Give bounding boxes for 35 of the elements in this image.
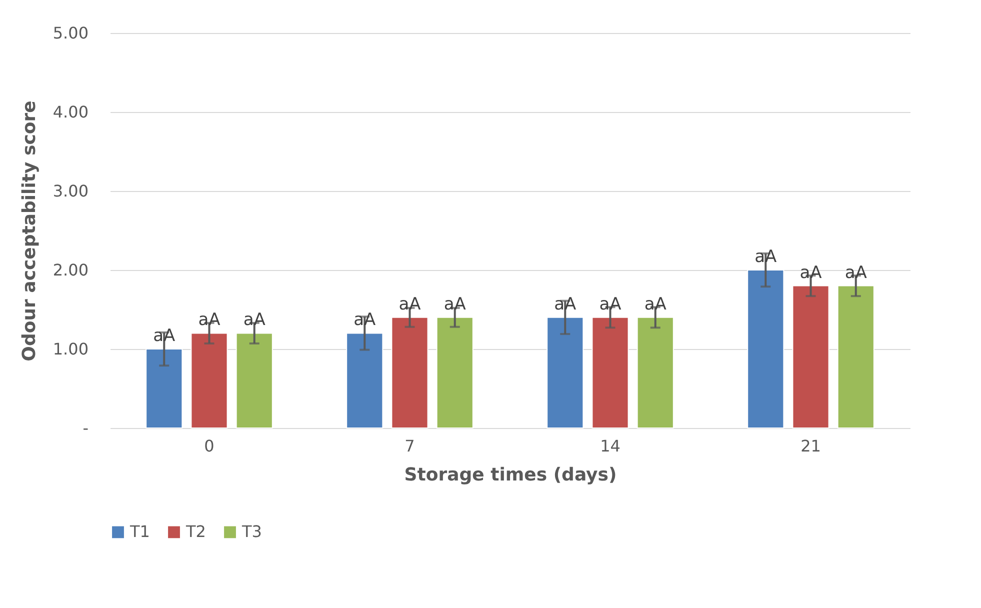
data-label: aA (198, 310, 221, 330)
data-label: aA (444, 294, 466, 314)
bar (747, 270, 784, 428)
y-tick-label: 4.00 (52, 102, 88, 122)
data-label: aA (844, 262, 868, 283)
data-label: aA (800, 262, 822, 283)
x-tick-label: 7 (404, 436, 415, 456)
legend-label: T3 (241, 522, 262, 542)
data-label: aA (398, 294, 422, 314)
bar (837, 285, 874, 428)
y-tick-label: 3.00 (52, 182, 88, 200)
bar (436, 316, 474, 428)
bar (592, 316, 629, 428)
bar (346, 332, 384, 428)
y-tick-label: 2.00 (52, 260, 88, 280)
bar (146, 348, 183, 428)
y-tick-label: 5.00 (52, 24, 88, 42)
x-tick-label: 0 (204, 436, 214, 456)
x-tick-label: 14 (600, 436, 620, 456)
bar (236, 332, 273, 428)
data-label: aA (644, 294, 667, 314)
bar (636, 316, 674, 428)
legend-label: T1 (129, 522, 150, 542)
y-axis-title: Odour acceptability score (18, 100, 40, 362)
bar (792, 285, 830, 428)
legend-label: T2 (185, 522, 206, 542)
x-tick-label: 21 (800, 436, 821, 456)
x-axis-title: Storage times (days) (404, 464, 617, 486)
y-tick-label: - (82, 418, 88, 438)
y-tick-label: 1.00 (52, 340, 88, 358)
bar (546, 316, 584, 428)
data-label: aA (599, 294, 622, 314)
bar (391, 316, 428, 428)
data-label: aA (243, 310, 266, 330)
bar (190, 332, 228, 428)
